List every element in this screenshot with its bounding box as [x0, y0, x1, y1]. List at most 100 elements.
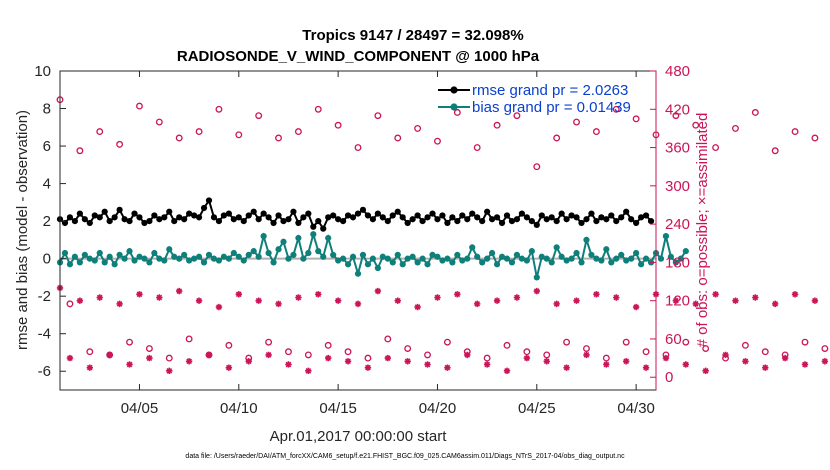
bias-point: [61, 249, 69, 257]
obs-assimilated-point: [762, 364, 769, 371]
rmse-point: [265, 214, 272, 221]
y-tick-label: 2: [43, 213, 51, 230]
obs-possible-point: [592, 128, 600, 136]
bias-point: [484, 255, 491, 262]
bias-point: [176, 255, 183, 262]
obs-assimilated-point: [752, 294, 759, 301]
bias-point: [553, 244, 560, 251]
obs-assimilated-point: [603, 361, 610, 368]
bias-point: [349, 253, 357, 260]
bias-point: [374, 264, 381, 272]
bias-point: [672, 259, 679, 266]
rmse-point: [419, 218, 426, 225]
bias-point: [513, 251, 521, 258]
bias-point: [340, 255, 347, 262]
rmse-point: [638, 214, 645, 221]
obs-possible-point: [404, 345, 412, 352]
rmse-point: [81, 216, 88, 223]
obs-assimilated-point: [66, 354, 74, 362]
obs-possible-point: [771, 147, 779, 155]
bias-point: [315, 248, 322, 255]
rmse-point: [528, 218, 535, 225]
bias-point: [667, 253, 675, 260]
rmse-point: [484, 208, 491, 215]
obs-possible-point: [751, 109, 759, 116]
obs-possible-point: [573, 118, 580, 126]
bias-point: [255, 253, 262, 260]
obs-possible-point: [702, 345, 710, 352]
rmse-point: [86, 219, 93, 227]
y-right-tick-label: 300: [665, 178, 690, 195]
obs-assimilated-point: [305, 367, 312, 375]
rmse-point: [270, 219, 277, 227]
rmse-point: [434, 216, 441, 223]
obs-possible-point: [304, 351, 312, 359]
obs-assimilated-point: [781, 354, 789, 362]
rmse-point: [548, 214, 555, 221]
rmse-point: [186, 210, 193, 217]
bias-point: [320, 253, 327, 260]
bias-point: [335, 257, 342, 264]
bias-point: [215, 257, 223, 264]
rmse-point: [394, 208, 401, 215]
rmse-point: [146, 218, 153, 225]
obs-assimilated-point: [503, 367, 511, 375]
obs-possible-point: [523, 348, 531, 356]
bias-point: [479, 259, 486, 266]
bias-point: [409, 253, 416, 260]
bias-point: [608, 259, 615, 266]
y-axis-left: -6 -4 -2 0 2 4 6 8 10: [34, 63, 66, 380]
bias-point: [593, 255, 600, 262]
rmse-point: [409, 216, 416, 223]
rmse-point: [563, 216, 570, 223]
obs-assimilated-point: [712, 291, 719, 298]
bias-point: [598, 257, 605, 264]
y-right-tick-label: 0: [665, 369, 673, 386]
bias-point: [493, 261, 501, 268]
obs-possible-point: [165, 354, 173, 362]
bias-point: [558, 253, 565, 260]
bias-point: [633, 249, 640, 257]
rmse-point: [533, 221, 540, 228]
obs-assimilated-point: [573, 297, 580, 304]
obs-possible-point: [314, 105, 322, 113]
bias-point: [469, 244, 476, 251]
rmse-point: [469, 210, 476, 217]
rmse-point: [91, 212, 98, 219]
bias-point: [613, 255, 620, 262]
plot-area: [60, 71, 656, 390]
obs-possible-point: [145, 345, 153, 352]
obs-assimilated-point: [295, 294, 302, 301]
bias-point: [191, 255, 198, 262]
obs-assimilated-point: [672, 297, 680, 304]
bias-point: [439, 257, 446, 264]
obs-assimilated-point: [722, 351, 729, 359]
obs-assimilated-point: [86, 364, 93, 371]
obs-assimilated-point: [205, 351, 213, 359]
bias-point: [260, 233, 267, 240]
rmse-point: [166, 208, 173, 215]
rmse-point: [424, 214, 431, 221]
obs-assimilated-point: [414, 303, 421, 311]
bias-point: [588, 251, 595, 258]
obs-assimilated-point: [374, 287, 382, 295]
rmse-point: [623, 208, 630, 215]
bias-point: [330, 251, 337, 258]
obs-assimilated-point: [702, 367, 709, 375]
rmse-point: [474, 214, 481, 221]
rmse-point: [215, 218, 223, 225]
rmse-point: [235, 214, 242, 221]
bias-point: [508, 259, 516, 266]
x-tick-label: 04/05: [121, 400, 159, 417]
rmse-point: [171, 218, 178, 225]
obs-possible-point: [483, 354, 491, 362]
bias-point: [454, 251, 461, 258]
obs-assimilated-point: [801, 361, 809, 368]
obs-assimilated-point: [553, 300, 560, 308]
rmse-point: [71, 218, 78, 225]
obs-possible-point: [434, 137, 441, 145]
bias-point: [518, 255, 526, 262]
y-tick-label: 4: [43, 176, 51, 193]
rmse-point: [66, 214, 74, 221]
